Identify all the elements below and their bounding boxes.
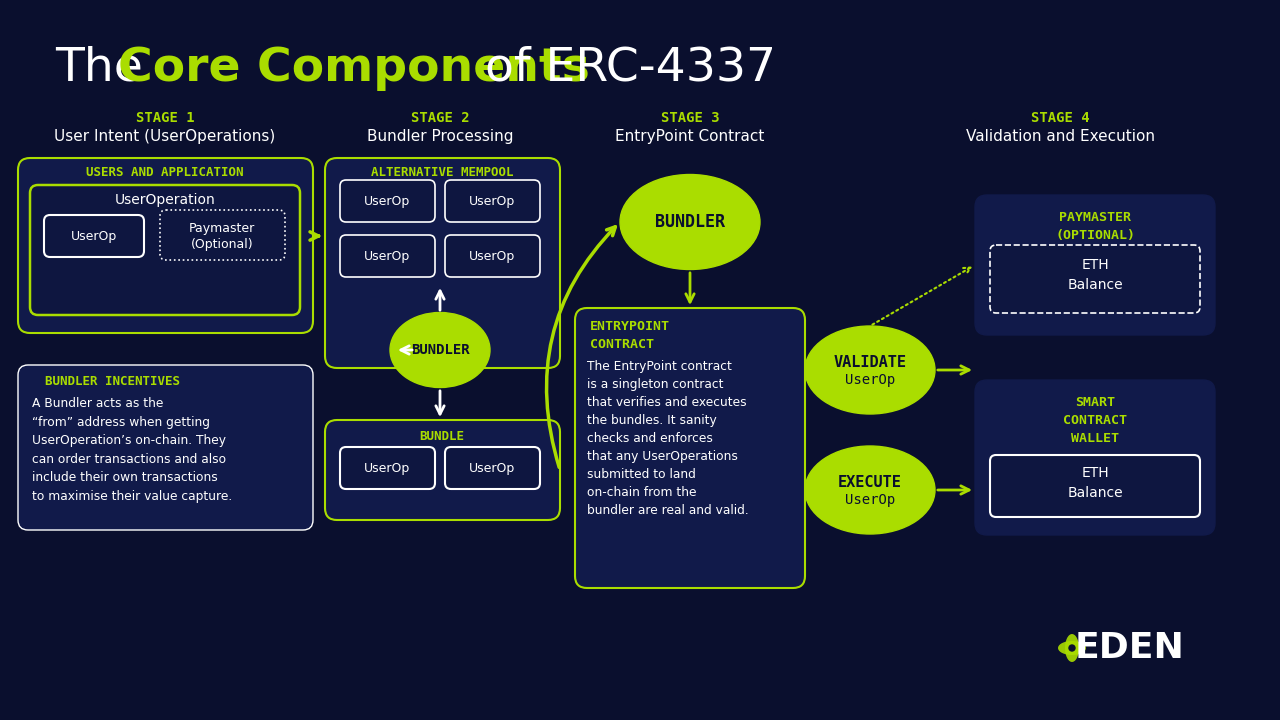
Text: ETH: ETH xyxy=(1082,466,1108,480)
Text: ALTERNATIVE MEMPOOL: ALTERNATIVE MEMPOOL xyxy=(371,166,513,179)
Text: BUNDLER: BUNDLER xyxy=(411,343,470,357)
FancyBboxPatch shape xyxy=(445,180,540,222)
Text: WALLET: WALLET xyxy=(1071,431,1119,444)
Polygon shape xyxy=(1073,648,1084,661)
Text: of ERC-4337: of ERC-4337 xyxy=(470,45,776,91)
FancyBboxPatch shape xyxy=(29,185,300,315)
FancyBboxPatch shape xyxy=(325,420,561,520)
Text: USERS AND APPLICATION: USERS AND APPLICATION xyxy=(86,166,243,179)
Ellipse shape xyxy=(805,446,934,534)
Text: ETH: ETH xyxy=(1082,258,1108,272)
Text: EXECUTE: EXECUTE xyxy=(838,474,902,490)
Text: UserOp: UserOp xyxy=(468,462,515,474)
Text: Paymaster: Paymaster xyxy=(189,222,255,235)
Text: Balance: Balance xyxy=(1068,278,1123,292)
Text: STAGE 3: STAGE 3 xyxy=(660,111,719,125)
FancyBboxPatch shape xyxy=(325,158,561,368)
FancyBboxPatch shape xyxy=(340,447,435,489)
Polygon shape xyxy=(1073,641,1085,655)
Text: STAGE 4: STAGE 4 xyxy=(1030,111,1089,125)
FancyBboxPatch shape xyxy=(160,210,285,260)
FancyBboxPatch shape xyxy=(989,245,1201,313)
FancyBboxPatch shape xyxy=(975,380,1215,535)
Ellipse shape xyxy=(620,174,760,269)
Text: UserOp: UserOp xyxy=(70,230,118,243)
FancyBboxPatch shape xyxy=(575,308,805,588)
Text: A Bundler acts as the
“from” address when getting
UserOperation’s on-chain. They: A Bundler acts as the “from” address whe… xyxy=(32,397,232,503)
Polygon shape xyxy=(1060,648,1073,661)
Polygon shape xyxy=(1059,641,1073,655)
Text: UserOp: UserOp xyxy=(468,250,515,263)
Polygon shape xyxy=(1073,635,1084,648)
Text: EDEN: EDEN xyxy=(1075,631,1185,665)
Text: User Intent (UserOperations): User Intent (UserOperations) xyxy=(54,128,275,143)
FancyBboxPatch shape xyxy=(445,447,540,489)
FancyBboxPatch shape xyxy=(340,235,435,277)
Ellipse shape xyxy=(390,312,490,387)
Text: (OPTIONAL): (OPTIONAL) xyxy=(1055,228,1135,241)
Text: PAYMASTER: PAYMASTER xyxy=(1059,210,1132,223)
Text: CONTRACT: CONTRACT xyxy=(1062,413,1126,426)
Text: EntryPoint Contract: EntryPoint Contract xyxy=(616,128,764,143)
Text: Core Components: Core Components xyxy=(118,45,590,91)
Text: UserOp: UserOp xyxy=(364,462,410,474)
Text: SMART: SMART xyxy=(1075,395,1115,408)
Ellipse shape xyxy=(805,326,934,414)
Text: BUNDLER INCENTIVES: BUNDLER INCENTIVES xyxy=(45,374,180,387)
Text: (Optional): (Optional) xyxy=(191,238,253,251)
Polygon shape xyxy=(1065,648,1079,662)
Text: UserOp: UserOp xyxy=(845,373,895,387)
Text: Validation and Execution: Validation and Execution xyxy=(965,128,1155,143)
FancyBboxPatch shape xyxy=(340,180,435,222)
FancyBboxPatch shape xyxy=(445,235,540,277)
Text: ENTRYPOINT: ENTRYPOINT xyxy=(590,320,669,333)
Polygon shape xyxy=(1060,635,1073,648)
Text: UserOp: UserOp xyxy=(364,194,410,207)
FancyBboxPatch shape xyxy=(18,158,314,333)
Text: Balance: Balance xyxy=(1068,486,1123,500)
Text: BUNDLER: BUNDLER xyxy=(655,213,724,231)
Text: VALIDATE: VALIDATE xyxy=(833,354,906,369)
Circle shape xyxy=(1069,645,1075,651)
Text: UserOp: UserOp xyxy=(468,194,515,207)
FancyBboxPatch shape xyxy=(989,455,1201,517)
Text: The: The xyxy=(55,45,157,91)
Text: STAGE 1: STAGE 1 xyxy=(136,111,195,125)
Text: UserOp: UserOp xyxy=(845,493,895,507)
Text: Bundler Processing: Bundler Processing xyxy=(367,128,513,143)
Text: UserOperation: UserOperation xyxy=(115,193,215,207)
Text: STAGE 2: STAGE 2 xyxy=(411,111,470,125)
FancyBboxPatch shape xyxy=(975,195,1215,335)
Polygon shape xyxy=(1065,634,1079,648)
FancyBboxPatch shape xyxy=(44,215,143,257)
Text: CONTRACT: CONTRACT xyxy=(590,338,654,351)
FancyBboxPatch shape xyxy=(18,365,314,530)
Text: The EntryPoint contract
is a singleton contract
that verifies and executes
the b: The EntryPoint contract is a singleton c… xyxy=(588,360,749,517)
Text: BUNDLE: BUNDLE xyxy=(420,430,465,443)
Text: UserOp: UserOp xyxy=(364,250,410,263)
